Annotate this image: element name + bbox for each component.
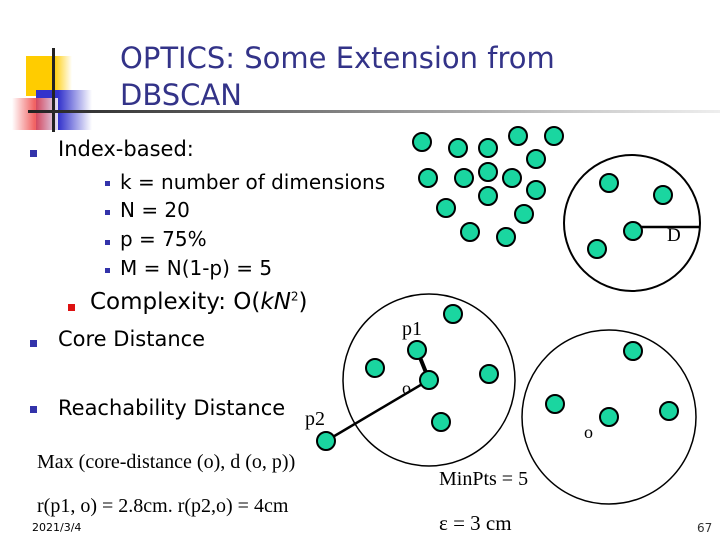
- p2-o-line: [325, 378, 430, 443]
- label-d: D: [667, 225, 681, 246]
- data-point: [478, 186, 498, 206]
- example-text: r(p1, o) = 2.8cm. r(p2,o) = 4cm: [37, 495, 289, 517]
- data-point: [653, 185, 673, 205]
- data-point: [623, 221, 643, 241]
- data-point: [508, 126, 528, 146]
- complexity-var: kN: [260, 289, 291, 315]
- footer-date: 2021/3/4: [32, 521, 82, 534]
- reachability-formula: Max (core-distance (o), d (o, p)): [37, 451, 296, 473]
- data-point: [478, 162, 498, 182]
- data-point: [448, 138, 468, 158]
- data-point: [599, 173, 619, 193]
- sub-bullet: p = 75%: [120, 227, 207, 251]
- index-based-label: Index-based:: [58, 137, 194, 161]
- data-point: [412, 132, 432, 152]
- neighborhood-circle: [342, 293, 516, 467]
- data-point: [599, 407, 619, 427]
- bullet-icon: [30, 150, 37, 157]
- neighborhood-circle: [563, 154, 701, 292]
- bullet-icon: [105, 181, 110, 186]
- sub-bullet: M = N(1-p) = 5: [120, 256, 273, 280]
- title-rule: [28, 110, 720, 113]
- data-point: [587, 239, 607, 259]
- reachability-label: Reachability Distance: [58, 396, 286, 420]
- slide-title: OPTICS: Some Extension from DBSCAN: [120, 41, 555, 112]
- data-point: [316, 431, 336, 451]
- data-point: [544, 126, 564, 146]
- core-distance-label: Core Distance: [58, 327, 206, 351]
- bullet-icon: [105, 240, 110, 245]
- data-point: [659, 401, 679, 421]
- data-point: [454, 168, 474, 188]
- sub-bullet: k = number of dimensions: [120, 170, 386, 194]
- data-point: [502, 168, 522, 188]
- label-p2: p2: [305, 408, 325, 430]
- data-point: [443, 304, 463, 324]
- data-point: [514, 204, 534, 224]
- data-point: [623, 341, 643, 361]
- complexity-exp: 2: [290, 289, 299, 304]
- bullet-icon: [68, 304, 75, 311]
- data-point: [436, 198, 456, 218]
- page-number: 67: [697, 521, 713, 535]
- data-point: [479, 364, 499, 384]
- data-point: [496, 227, 516, 247]
- epsilon-label: ε = 3 cm: [439, 511, 512, 535]
- data-point: [431, 412, 451, 432]
- label-o: o: [402, 378, 411, 398]
- data-point: [545, 394, 565, 414]
- label-p1: p1: [402, 318, 422, 340]
- neighborhood-circle: [521, 329, 697, 505]
- data-point: [407, 340, 427, 360]
- data-point: [419, 370, 439, 390]
- complexity-label: Complexity: O(: [90, 289, 261, 315]
- data-point: [418, 168, 438, 188]
- bullet-icon: [30, 340, 37, 347]
- bullet-icon: [105, 268, 110, 273]
- label-o: o: [584, 422, 593, 442]
- complexity-text: Complexity: O(kN2): [90, 289, 308, 315]
- data-point: [526, 149, 546, 169]
- complexity-close: ): [298, 289, 308, 315]
- data-point: [478, 138, 498, 158]
- data-point: [526, 180, 546, 200]
- bullet-icon: [30, 406, 37, 413]
- minpts-label: MinPts = 5: [439, 468, 529, 490]
- bullet-icon: [105, 210, 110, 215]
- data-point: [460, 222, 480, 242]
- data-point: [365, 358, 385, 378]
- sub-bullet: N = 20: [120, 198, 190, 222]
